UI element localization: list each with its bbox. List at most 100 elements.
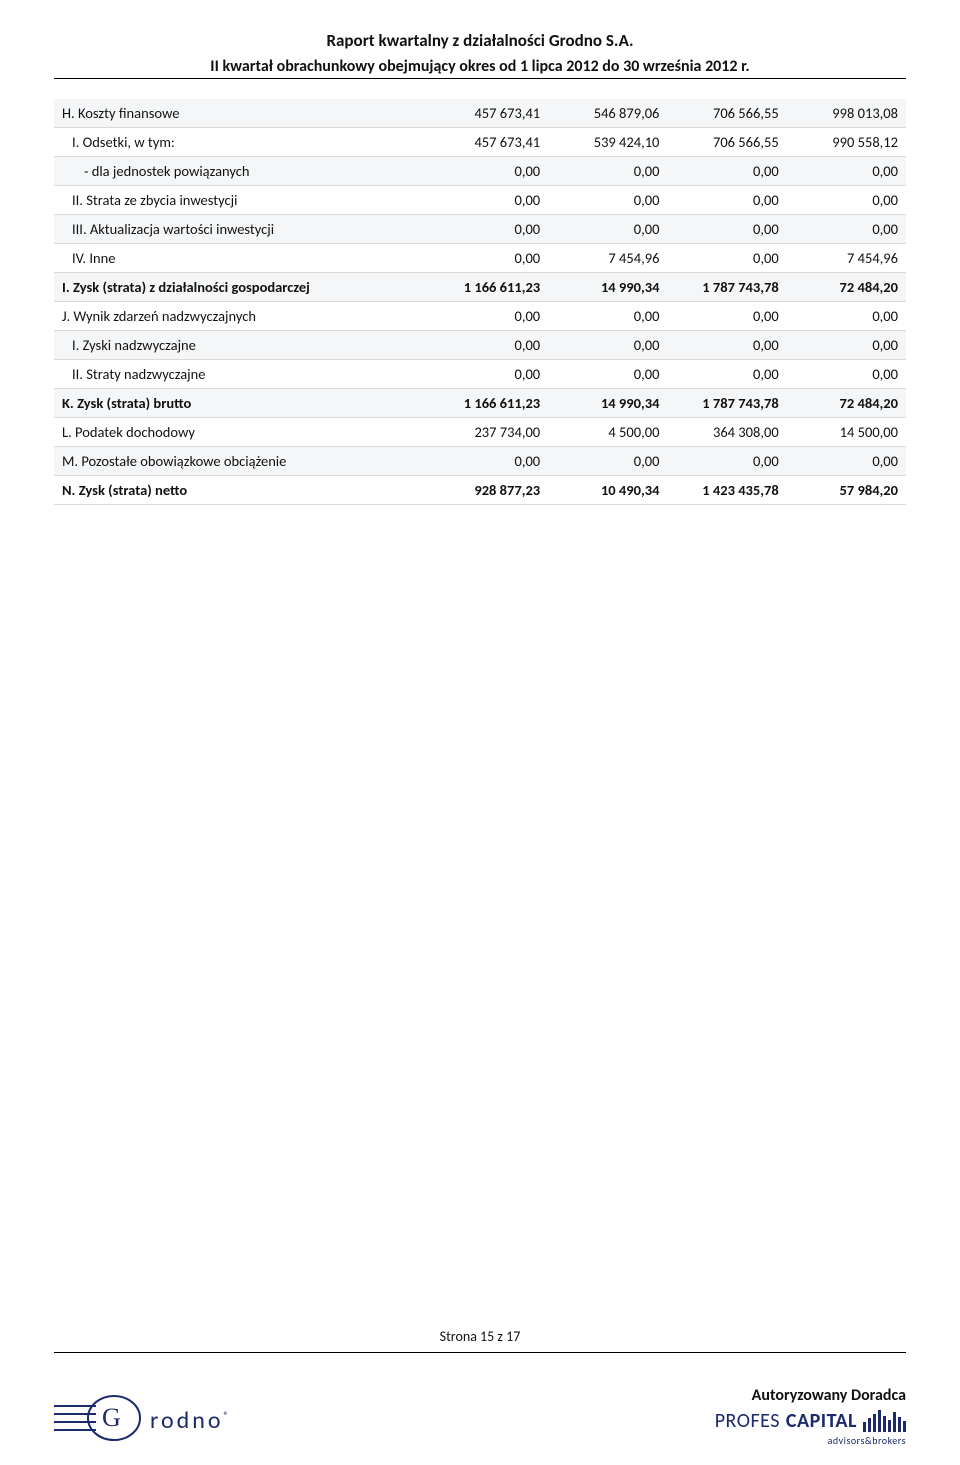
row-value: 0,00 (548, 157, 667, 186)
row-label: N. Zysk (strata) netto (54, 476, 429, 505)
table-row: IV. Inne0,007 454,960,007 454,96 (54, 244, 906, 273)
table-row: - dla jednostek powiązanych0,000,000,000… (54, 157, 906, 186)
row-value: 7 454,96 (548, 244, 667, 273)
row-value: 0,00 (787, 360, 906, 389)
row-value: 998 013,08 (787, 99, 906, 128)
financial-table: H. Koszty finansowe457 673,41546 879,067… (54, 99, 906, 505)
logo-grodno: G rodno® (54, 1394, 232, 1447)
row-label: I. Odsetki, w tym: (54, 128, 429, 157)
table-row: L. Podatek dochodowy237 734,004 500,0036… (54, 418, 906, 447)
row-label: K. Zysk (strata) brutto (54, 389, 429, 418)
row-value: 0,00 (429, 186, 548, 215)
row-value: 0,00 (787, 215, 906, 244)
table-row: H. Koszty finansowe457 673,41546 879,067… (54, 99, 906, 128)
row-value: 0,00 (429, 244, 548, 273)
grodno-icon: G (54, 1394, 144, 1447)
row-value: 457 673,41 (429, 99, 548, 128)
row-value: 72 484,20 (787, 389, 906, 418)
row-value: 0,00 (548, 360, 667, 389)
table-row: M. Pozostałe obowiązkowe obciążenie0,000… (54, 447, 906, 476)
row-value: 364 308,00 (667, 418, 786, 447)
row-value: 237 734,00 (429, 418, 548, 447)
row-value: 0,00 (548, 215, 667, 244)
table-row: II. Straty nadzwyczajne0,000,000,000,00 (54, 360, 906, 389)
row-value: 0,00 (548, 186, 667, 215)
row-value: 14 990,34 (548, 273, 667, 302)
row-value: 990 558,12 (787, 128, 906, 157)
table-row: I. Zyski nadzwyczajne0,000,000,000,00 (54, 331, 906, 360)
row-value: 10 490,34 (548, 476, 667, 505)
row-value: 539 424,10 (548, 128, 667, 157)
bars-icon (863, 1410, 906, 1432)
table-row: N. Zysk (strata) netto928 877,2310 490,3… (54, 476, 906, 505)
profescapital-logo: PROFESCAPITAL (715, 1409, 906, 1433)
footer: G rodno® Autoryzowany Doradca PROFESCAPI… (54, 1386, 906, 1447)
row-value: 0,00 (667, 157, 786, 186)
row-label: I. Zysk (strata) z działalności gospodar… (54, 273, 429, 302)
row-label: - dla jednostek powiązanych (54, 157, 429, 186)
row-value: 1 787 743,78 (667, 389, 786, 418)
page-underline (54, 1352, 906, 1353)
row-value: 1 423 435,78 (667, 476, 786, 505)
table-row: I. Zysk (strata) z działalności gospodar… (54, 273, 906, 302)
row-value: 1 166 611,23 (429, 273, 548, 302)
grodno-logo-text: rodno® (150, 1406, 232, 1435)
row-label: I. Zyski nadzwyczajne (54, 331, 429, 360)
table-row: I. Odsetki, w tym:457 673,41539 424,1070… (54, 128, 906, 157)
row-value: 0,00 (667, 215, 786, 244)
row-value: 0,00 (787, 331, 906, 360)
row-value: 57 984,20 (787, 476, 906, 505)
report-title: Raport kwartalny z działalności Grodno S… (54, 30, 906, 51)
row-label: III. Aktualizacja wartości inwestycji (54, 215, 429, 244)
row-value: 0,00 (429, 360, 548, 389)
row-value: 0,00 (429, 447, 548, 476)
row-value: 14 990,34 (548, 389, 667, 418)
capital-subtext: advisors&brokers (715, 1434, 906, 1447)
row-value: 0,00 (429, 331, 548, 360)
row-value: 0,00 (429, 157, 548, 186)
table-row: II. Strata ze zbycia inwestycji0,000,000… (54, 186, 906, 215)
row-value: 928 877,23 (429, 476, 548, 505)
row-value: 0,00 (667, 360, 786, 389)
table-row: K. Zysk (strata) brutto1 166 611,2314 99… (54, 389, 906, 418)
row-label: II. Strata ze zbycia inwestycji (54, 186, 429, 215)
row-value: 1 787 743,78 (667, 273, 786, 302)
row-value: 0,00 (667, 186, 786, 215)
row-value: 0,00 (787, 186, 906, 215)
capital-text: CAPITAL (786, 1409, 857, 1433)
row-value: 0,00 (548, 302, 667, 331)
row-value: 14 500,00 (787, 418, 906, 447)
row-value: 7 454,96 (787, 244, 906, 273)
row-value: 0,00 (548, 331, 667, 360)
row-value: 546 879,06 (548, 99, 667, 128)
row-label: L. Podatek dochodowy (54, 418, 429, 447)
row-value: 0,00 (667, 302, 786, 331)
header-underline (54, 78, 906, 79)
row-value: 457 673,41 (429, 128, 548, 157)
row-label: IV. Inne (54, 244, 429, 273)
page-number: Strona 15 z 17 (0, 1328, 960, 1345)
row-value: 706 566,55 (667, 128, 786, 157)
row-value: 0,00 (787, 447, 906, 476)
row-value: 0,00 (787, 157, 906, 186)
table-row: J. Wynik zdarzeń nadzwyczajnych0,000,000… (54, 302, 906, 331)
row-value: 0,00 (667, 447, 786, 476)
row-value: 706 566,55 (667, 99, 786, 128)
row-label: II. Straty nadzwyczajne (54, 360, 429, 389)
row-value: 72 484,20 (787, 273, 906, 302)
advisor-label: Autoryzowany Doradca (715, 1386, 906, 1405)
row-value: 4 500,00 (548, 418, 667, 447)
row-value: 0,00 (429, 215, 548, 244)
row-label: J. Wynik zdarzeń nadzwyczajnych (54, 302, 429, 331)
profes-text: PROFES (715, 1409, 780, 1433)
table-row: III. Aktualizacja wartości inwestycji0,0… (54, 215, 906, 244)
footer-right: Autoryzowany Doradca PROFESCAPITAL advis… (715, 1386, 906, 1447)
row-value: 1 166 611,23 (429, 389, 548, 418)
row-value: 0,00 (667, 244, 786, 273)
svg-text:G: G (102, 1403, 121, 1432)
row-value: 0,00 (787, 302, 906, 331)
report-subtitle: II kwartał obrachunkowy obejmujący okres… (54, 57, 906, 76)
row-value: 0,00 (548, 447, 667, 476)
row-label: H. Koszty finansowe (54, 99, 429, 128)
row-value: 0,00 (667, 331, 786, 360)
